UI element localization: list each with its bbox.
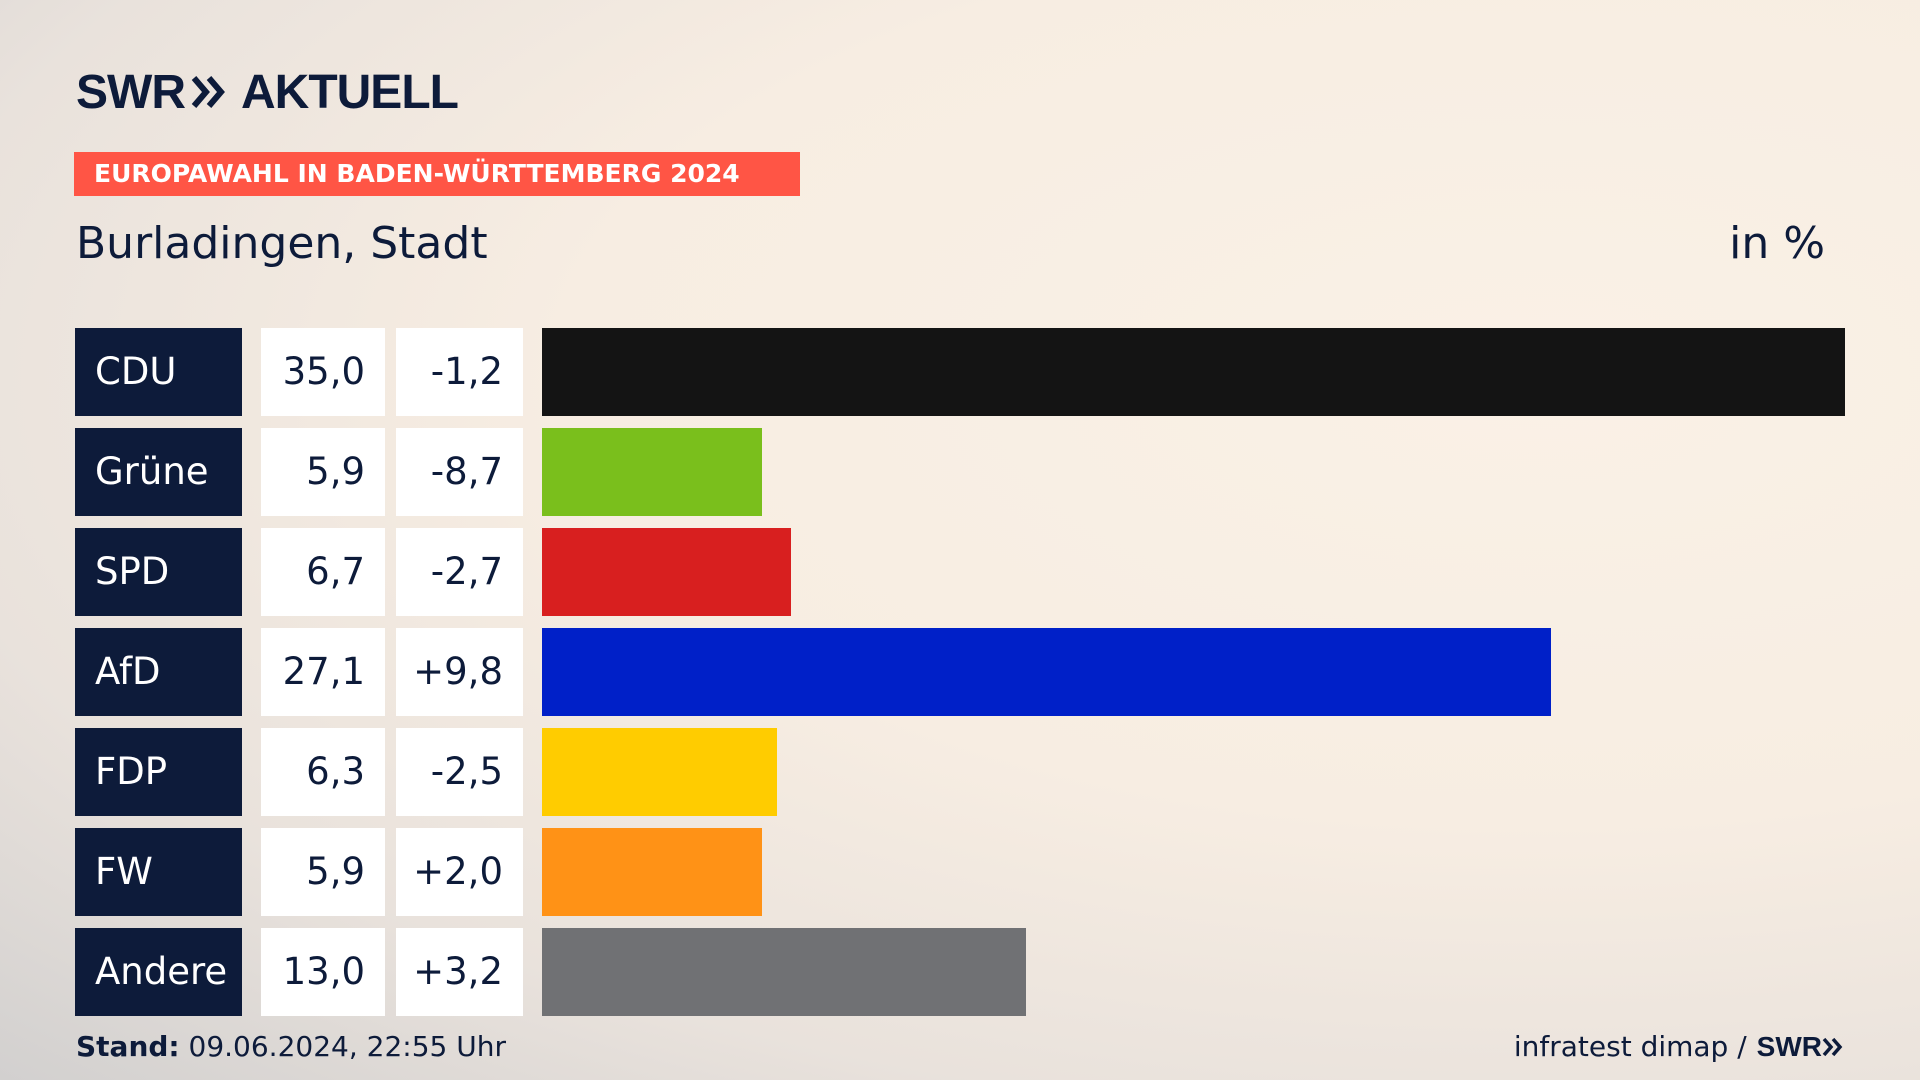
value-label: 35,0 xyxy=(261,328,385,416)
chart-row: Andere 13,0 +3,2 xyxy=(75,928,1845,1016)
unit-label: in % xyxy=(1729,218,1825,269)
chart-row: FDP 6,3 -2,5 xyxy=(75,728,1845,816)
change-label: -2,5 xyxy=(396,728,523,816)
party-label: AfD xyxy=(75,628,242,716)
value-label: 5,9 xyxy=(261,828,385,916)
chart-row: CDU 35,0 -1,2 xyxy=(75,328,1845,416)
bar-spd xyxy=(542,528,791,616)
party-label: SPD xyxy=(75,528,242,616)
party-label: FW xyxy=(75,828,242,916)
change-label: +3,2 xyxy=(396,928,523,1016)
chart-row: AfD 27,1 +9,8 xyxy=(75,628,1845,716)
change-label: -2,7 xyxy=(396,528,523,616)
change-label: -1,2 xyxy=(396,328,523,416)
change-label: +9,8 xyxy=(396,628,523,716)
logo-aktuell-text: AKTUELL xyxy=(240,65,459,119)
swr-brand: SWR xyxy=(1757,1031,1844,1063)
party-label: Grüne xyxy=(75,428,242,516)
results-chart: CDU 35,0 -1,2 Grüne 5,9 -8,7 SPD 6,7 -2,7 AfD 27,1… xyxy=(75,328,1845,1028)
bar-fdp xyxy=(542,728,777,816)
double-chevron-icon xyxy=(191,74,227,110)
bar-andere xyxy=(542,928,1026,1016)
swr-aktuell-logo: SWR AKTUELL xyxy=(76,65,459,119)
election-banner: EUROPAWAHL IN BADEN-WÜRTTEMBERG 2024 xyxy=(74,152,800,196)
chart-row: Grüne 5,9 -8,7 xyxy=(75,428,1845,516)
source-text: infratest dimap / xyxy=(1513,1030,1747,1063)
value-label: 27,1 xyxy=(261,628,385,716)
logo-swr-text: SWR xyxy=(76,65,186,119)
value-label: 6,3 xyxy=(261,728,385,816)
timestamp-label: Stand: xyxy=(76,1030,180,1063)
chart-row: FW 5,9 +2,0 xyxy=(75,828,1845,916)
bar-cdu xyxy=(542,328,1845,416)
value-label: 6,7 xyxy=(261,528,385,616)
bar-fw xyxy=(542,828,762,916)
timestamp-value: 09.06.2024, 22:55 Uhr xyxy=(179,1030,506,1063)
party-label: FDP xyxy=(75,728,242,816)
chart-row: SPD 6,7 -2,7 xyxy=(75,528,1845,616)
change-label: +2,0 xyxy=(396,828,523,916)
timestamp: Stand: 09.06.2024, 22:55 Uhr xyxy=(76,1030,506,1063)
value-label: 13,0 xyxy=(261,928,385,1016)
party-label: CDU xyxy=(75,328,242,416)
value-label: 5,9 xyxy=(261,428,385,516)
change-label: -8,7 xyxy=(396,428,523,516)
chart-subtitle: Burladingen, Stadt xyxy=(76,218,488,269)
source-credit: infratest dimap / SWR xyxy=(1514,1030,1844,1063)
party-label: Andere xyxy=(75,928,242,1016)
swr-brand-text: SWR xyxy=(1756,1030,1822,1062)
bar-afd xyxy=(542,628,1551,716)
double-chevron-icon-small xyxy=(1822,1037,1843,1056)
bar-grüne xyxy=(542,428,762,516)
